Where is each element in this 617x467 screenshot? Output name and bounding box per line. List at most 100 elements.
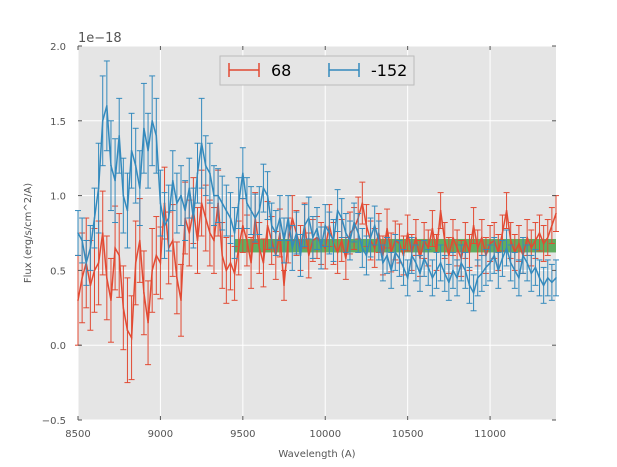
data-point — [143, 292, 145, 294]
data-point — [97, 262, 100, 264]
data-point — [213, 194, 215, 197]
data-point — [472, 292, 475, 294]
data-point — [147, 321, 149, 324]
data-point — [237, 247, 240, 249]
series-layer — [75, 60, 559, 384]
data-point — [254, 217, 256, 219]
data-point — [184, 209, 186, 212]
legend-label-minus-152: -152 — [371, 61, 407, 80]
data-point — [93, 217, 96, 219]
data-point — [180, 299, 182, 302]
data-point — [324, 247, 327, 249]
data-point — [242, 224, 244, 227]
data-point — [209, 232, 211, 234]
data-point — [464, 239, 467, 242]
data-point — [340, 217, 343, 219]
data-point — [233, 272, 236, 275]
data-point — [81, 239, 83, 242]
data-point — [431, 227, 434, 230]
data-point — [258, 209, 261, 212]
data-point — [299, 254, 302, 257]
data-point — [415, 262, 417, 264]
data-point — [402, 266, 405, 269]
data-point — [390, 269, 392, 272]
data-point — [542, 242, 545, 245]
data-point — [505, 209, 508, 212]
y-tick-label: 1.0 — [50, 192, 66, 203]
x-tick-label: 9500 — [230, 429, 255, 440]
data-point — [159, 202, 162, 204]
data-point — [200, 142, 203, 145]
data-point — [114, 247, 116, 249]
data-point — [316, 227, 318, 230]
data-point — [357, 232, 360, 234]
data-point — [546, 277, 549, 279]
data-point — [345, 232, 347, 234]
data-point — [97, 187, 100, 189]
data-point — [225, 269, 228, 272]
data-point — [233, 232, 236, 234]
grid-lines — [77, 45, 556, 421]
data-point — [151, 269, 153, 272]
data-point — [291, 217, 294, 219]
data-point — [361, 202, 364, 204]
data-point — [122, 194, 125, 197]
data-point — [406, 232, 409, 234]
data-point — [443, 239, 446, 242]
data-point — [538, 277, 541, 279]
data-point — [283, 239, 285, 242]
data-point — [274, 232, 277, 234]
data-point — [481, 272, 483, 275]
data-point — [443, 272, 446, 275]
data-point — [369, 236, 372, 239]
data-point — [101, 120, 104, 122]
data-point — [410, 254, 413, 257]
data-point — [530, 272, 533, 275]
series--152 — [75, 60, 559, 312]
x-tick-label: 9000 — [148, 429, 173, 440]
y-tick-label: 2.0 — [50, 42, 66, 53]
data-point — [439, 209, 442, 212]
legend-label-68: 68 — [271, 61, 291, 80]
data-point — [163, 224, 166, 227]
data-point — [406, 277, 409, 279]
data-point — [349, 239, 351, 242]
data-point — [77, 232, 79, 234]
data-point — [427, 247, 430, 249]
data-point — [151, 120, 153, 122]
data-point — [155, 254, 158, 257]
data-point — [266, 194, 269, 197]
data-point — [448, 281, 450, 284]
data-point — [93, 269, 96, 272]
data-point — [258, 247, 261, 249]
y-offset-label: 1e−18 — [78, 31, 122, 46]
data-point — [200, 202, 203, 204]
data-point — [489, 242, 491, 245]
data-point — [542, 284, 545, 287]
data-point — [106, 277, 108, 279]
data-point — [159, 262, 162, 264]
data-point — [336, 209, 339, 212]
data-point — [522, 254, 524, 257]
data-point — [476, 247, 479, 249]
data-point — [386, 227, 388, 230]
data-point — [452, 269, 454, 272]
data-point — [192, 217, 195, 219]
data-point — [81, 277, 83, 279]
data-point — [89, 284, 92, 287]
data-point — [176, 202, 178, 204]
data-point — [386, 254, 388, 257]
data-point — [101, 232, 104, 234]
data-point — [336, 251, 339, 254]
data-point — [373, 247, 376, 249]
data-point — [204, 217, 207, 219]
x-tick-label: 10500 — [392, 429, 424, 440]
data-point — [85, 262, 88, 264]
data-point — [266, 224, 269, 227]
data-point — [526, 262, 528, 264]
data-point — [472, 224, 475, 227]
data-point — [345, 257, 347, 260]
data-point — [291, 247, 294, 249]
data-point — [242, 172, 244, 174]
